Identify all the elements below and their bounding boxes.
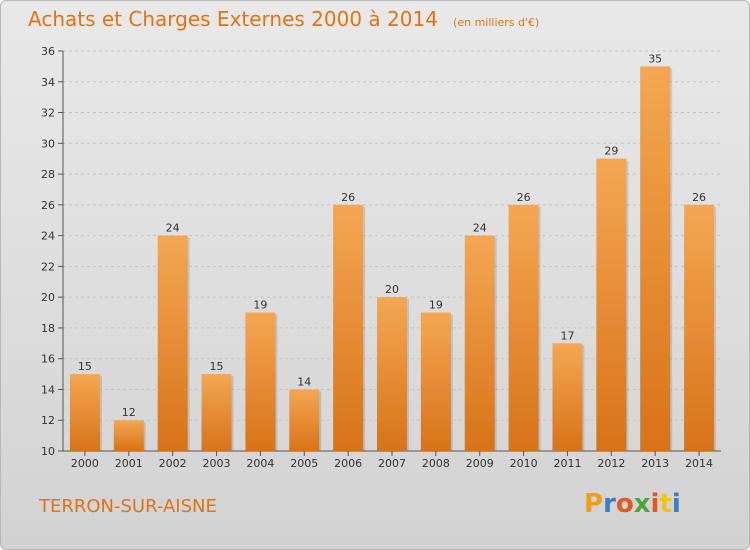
y-tick-label: 34: [41, 76, 55, 89]
x-tick-label: 2010: [510, 457, 538, 470]
bar-value-label: 26: [692, 191, 706, 204]
bar: [420, 312, 451, 451]
title-row: Achats et Charges Externes 2000 à 2014 (…: [28, 7, 539, 31]
bar-value-label: 19: [253, 299, 267, 312]
y-tick-label: 24: [41, 230, 55, 243]
y-tick-label: 32: [41, 107, 55, 120]
y-tick-label: 14: [41, 383, 55, 396]
bar-value-label: 14: [297, 375, 311, 388]
bar: [289, 389, 320, 451]
bar-value-label: 19: [429, 299, 443, 312]
chart-title: Achats et Charges Externes 2000 à 2014: [28, 7, 438, 31]
x-tick-label: 2014: [685, 457, 713, 470]
proxiti-logo: Proxiti: [584, 489, 681, 519]
y-tick-label: 26: [41, 199, 55, 212]
x-tick-label: 2012: [597, 457, 625, 470]
commune-name: TERRON-SUR-AISNE: [39, 496, 217, 517]
y-tick-label: 20: [41, 291, 55, 304]
chart-subtitle: (en milliers d'€): [453, 16, 540, 29]
logo-letter: x: [633, 489, 651, 519]
x-tick-label: 2013: [641, 457, 669, 470]
axes: 10 12 14 16 18 20 22 24 26 28 30 32 34 36: [41, 45, 721, 458]
bar: [508, 204, 539, 451]
bar: [113, 420, 144, 451]
bar: [464, 235, 495, 451]
x-tick-label: 2000: [71, 457, 99, 470]
y-tick-label: 28: [41, 168, 55, 181]
logo-letter: r: [603, 489, 616, 519]
bar-value-label: 26: [517, 191, 531, 204]
x-tick-label: 2008: [422, 457, 450, 470]
bar-value-label: 24: [166, 222, 180, 235]
bars: [69, 66, 717, 451]
bar: [157, 235, 188, 451]
bar-value-label: 29: [604, 145, 618, 158]
bar: [69, 374, 100, 451]
x-tick-label: 2007: [378, 457, 406, 470]
bar-value-label: 12: [122, 406, 136, 419]
y-tick-label: 18: [41, 322, 55, 335]
bar: [552, 343, 583, 451]
logo-letter: i: [671, 489, 681, 519]
bar-value-label: 35: [648, 52, 662, 65]
y-tick-label: 16: [41, 353, 55, 366]
x-tick-label: 2002: [159, 457, 187, 470]
bar-value-label: 15: [210, 360, 224, 373]
bar-value-label: 26: [341, 191, 355, 204]
x-tick-label: 2011: [553, 457, 581, 470]
logo-letter: o: [615, 489, 634, 519]
bar: [377, 297, 407, 451]
bar: [684, 204, 715, 451]
y-tick-label: 12: [41, 414, 55, 427]
x-tick-label: 2001: [115, 457, 143, 470]
bar: [640, 66, 671, 451]
x-tick-label: 2004: [246, 457, 274, 470]
bar: [596, 158, 627, 451]
x-tick-label: 2009: [466, 457, 494, 470]
bar-value-label: 17: [560, 329, 574, 342]
labels: 15 2000 12 2001 24 2002 15 2003 19 2004 14 2005 26 20…: [71, 52, 713, 470]
bar: [201, 374, 232, 451]
logo-letter: P: [584, 489, 604, 519]
bar-value-label: 15: [78, 360, 92, 373]
bar: [245, 312, 276, 451]
y-tick-label: 36: [41, 45, 55, 58]
bar-value-label: 24: [473, 222, 487, 235]
y-tick-label: 30: [41, 137, 55, 150]
x-tick-label: 2003: [203, 457, 231, 470]
x-tick-label: 2006: [334, 457, 362, 470]
bar-value-label: 20: [385, 283, 399, 296]
x-tick-label: 2005: [290, 457, 318, 470]
y-tick-label: 22: [41, 260, 55, 273]
logo-letter: t: [659, 489, 672, 519]
logo-letter: i: [650, 489, 660, 519]
bar: [333, 204, 364, 451]
y-tick-label: 10: [41, 445, 55, 458]
